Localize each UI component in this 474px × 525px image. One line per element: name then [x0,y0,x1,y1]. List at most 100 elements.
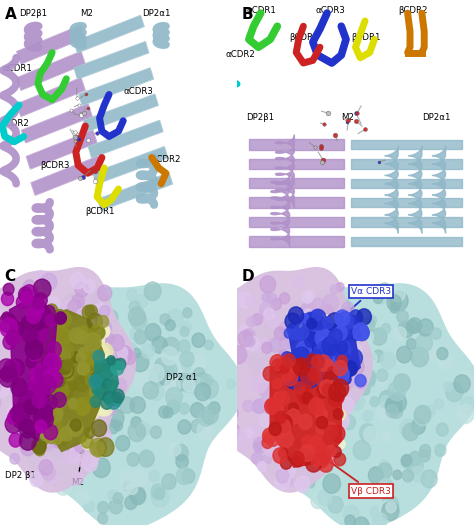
Circle shape [83,280,95,293]
Circle shape [48,372,63,388]
Circle shape [199,410,214,426]
Circle shape [320,320,329,331]
Circle shape [379,501,394,517]
Circle shape [196,373,208,386]
Circle shape [318,459,327,469]
Circle shape [20,439,36,456]
Circle shape [92,442,104,455]
Circle shape [48,297,60,310]
Circle shape [81,418,91,429]
Circle shape [66,414,81,431]
Circle shape [94,359,108,373]
Circle shape [294,360,304,371]
Circle shape [40,405,53,419]
Circle shape [262,391,277,407]
Circle shape [98,285,112,301]
Circle shape [292,368,302,380]
Circle shape [245,428,253,437]
Circle shape [14,371,28,386]
Circle shape [53,313,62,324]
Circle shape [310,404,321,416]
Circle shape [339,300,350,312]
Circle shape [39,329,51,342]
Circle shape [299,329,310,341]
Polygon shape [9,294,57,441]
Circle shape [50,382,63,395]
Circle shape [183,414,199,431]
Circle shape [310,350,323,364]
Circle shape [29,350,44,366]
Circle shape [329,425,345,442]
Circle shape [325,369,337,382]
Circle shape [60,331,70,342]
Circle shape [53,310,67,325]
Circle shape [63,428,79,447]
Circle shape [24,423,37,437]
Circle shape [315,329,331,347]
Circle shape [46,314,56,326]
Circle shape [88,333,99,345]
Circle shape [313,316,326,330]
Circle shape [249,425,264,442]
Text: C: C [5,269,16,284]
Circle shape [34,304,44,315]
Circle shape [64,294,78,310]
Circle shape [107,419,119,434]
Circle shape [271,298,282,310]
Polygon shape [249,217,344,227]
Circle shape [106,310,118,324]
Circle shape [53,393,63,403]
Circle shape [34,365,44,375]
Circle shape [341,302,354,316]
Circle shape [318,456,328,468]
Circle shape [216,394,228,407]
Circle shape [354,517,369,525]
Circle shape [83,501,94,512]
Circle shape [81,371,91,382]
Circle shape [330,360,344,375]
Circle shape [213,350,222,359]
Circle shape [246,336,259,351]
Circle shape [58,381,73,398]
Circle shape [311,457,320,467]
Circle shape [280,368,292,382]
Circle shape [47,410,58,422]
Circle shape [0,374,2,385]
Circle shape [379,460,390,472]
Circle shape [150,366,168,386]
Circle shape [97,438,114,456]
Circle shape [294,323,309,340]
Circle shape [88,348,98,359]
Circle shape [239,325,250,337]
Circle shape [332,304,342,316]
Circle shape [103,391,113,402]
Circle shape [26,356,36,368]
Circle shape [323,474,340,493]
Circle shape [83,425,95,438]
Circle shape [126,342,136,353]
Circle shape [317,354,329,368]
Circle shape [100,395,113,410]
Circle shape [22,285,36,301]
Circle shape [309,376,318,386]
Circle shape [360,384,370,395]
Circle shape [92,383,103,396]
Circle shape [317,337,327,348]
Circle shape [322,432,335,446]
Circle shape [149,384,164,401]
Circle shape [314,414,324,425]
Circle shape [333,335,350,353]
Circle shape [106,379,117,391]
Circle shape [306,478,315,488]
Polygon shape [95,357,118,404]
Circle shape [72,295,84,309]
Circle shape [76,330,88,344]
Circle shape [315,397,328,412]
Circle shape [435,444,446,456]
Circle shape [0,369,4,380]
Text: M2: M2 [71,450,84,487]
Circle shape [320,388,331,400]
Circle shape [252,400,264,413]
Circle shape [390,403,401,415]
Circle shape [169,403,178,414]
